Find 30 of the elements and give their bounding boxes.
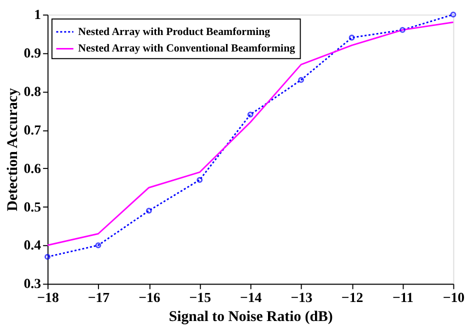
point xyxy=(146,208,152,214)
point xyxy=(44,254,50,260)
y-tick-label: 0.8 xyxy=(24,84,42,99)
point xyxy=(348,34,355,41)
x-tick-label: −10 xyxy=(442,290,465,306)
y-tick-label: 0.9 xyxy=(24,45,42,60)
y-tick-label: 0.3 xyxy=(24,276,42,292)
y-tick-label: 0.6 xyxy=(24,160,42,176)
x-tick-label: −18 xyxy=(37,290,59,306)
y-axis-title: Detection Accuracy xyxy=(4,88,21,212)
point xyxy=(400,27,406,33)
y-tick-label: 0.7 xyxy=(24,122,42,138)
x-tick-label: −16 xyxy=(138,290,160,306)
x-tick-label: −12 xyxy=(341,290,364,306)
x-tick-label: −14 xyxy=(240,290,262,306)
y-tick-label: 0.5 xyxy=(24,199,42,214)
point xyxy=(247,112,254,118)
y-tick-label: 0.4 xyxy=(24,238,42,253)
x-tick-label: −13 xyxy=(290,290,313,306)
x-axis-title: Signal to Noise Ratio (dB) xyxy=(168,308,333,325)
point xyxy=(298,76,304,83)
y-tick-label: 1 xyxy=(34,7,42,22)
legend-label: Nested Array with Conventional Beamforming xyxy=(78,42,296,55)
x-tick-label: −11 xyxy=(392,290,414,306)
x-tick-label: −17 xyxy=(88,290,110,306)
point xyxy=(450,12,456,18)
point xyxy=(196,176,203,183)
legend-label: Nested Array with Product Beamforming xyxy=(78,26,271,38)
point xyxy=(95,242,102,248)
x-tick-label: −15 xyxy=(189,290,212,306)
